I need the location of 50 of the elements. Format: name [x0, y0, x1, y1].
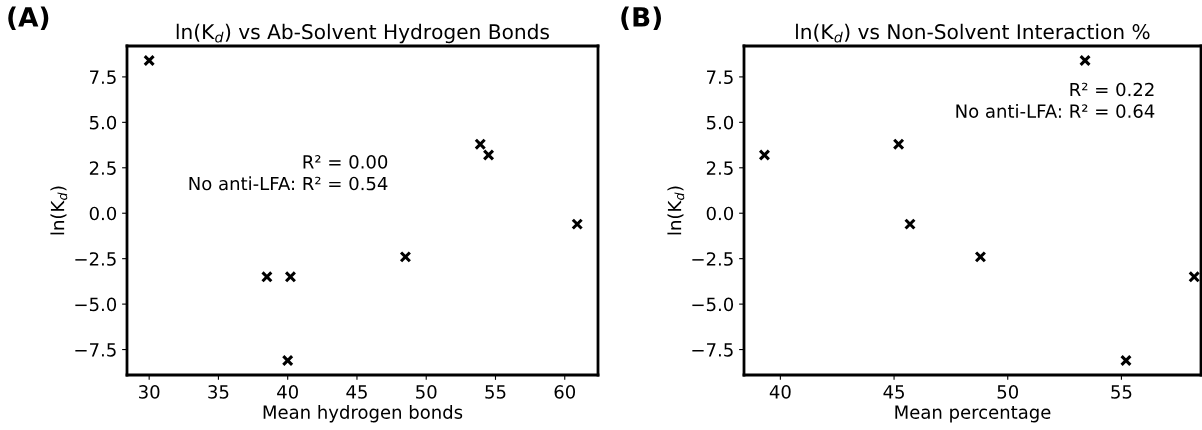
x-tick-label: 30	[139, 385, 160, 399]
text: (A)	[8, 6, 49, 30]
point	[281, 354, 294, 367]
y-axis-title: ln(K$_{d}$)	[50, 186, 68, 235]
x-tick-label: 45	[883, 385, 904, 399]
x-axis-title: Mean percentage	[895, 405, 1051, 423]
x-tick-label: 50	[416, 385, 437, 399]
x-axis-title: Mean hydrogen bonds	[263, 404, 463, 423]
y-tick-label: 5.0	[706, 115, 734, 130]
y-tick-label: −5.0	[692, 297, 734, 312]
point	[892, 138, 905, 151]
y-tick-label: 2.5	[89, 161, 116, 175]
y-tick-label: −7.5	[692, 343, 733, 357]
x-tick-label: 40	[769, 385, 791, 399]
y-tick-label: 7.5	[707, 70, 733, 85]
annotation: R² = 0.00 No anti-LFA: R² = 0.54	[189, 155, 388, 191]
y-tick-label: −2.5	[75, 252, 116, 266]
point	[482, 149, 495, 161]
y-tick-label: 5.0	[89, 115, 117, 130]
x-tick-label: 45	[346, 385, 367, 399]
x-tick-label: 55	[1111, 385, 1132, 399]
y-axis-title: ln(K$_{d}$)	[667, 186, 685, 235]
point	[758, 149, 771, 161]
y-tick-label: −5.0	[75, 297, 117, 312]
x-tick-label: 50	[997, 385, 1019, 399]
y-tick-label: 2.5	[706, 161, 733, 175]
point	[1120, 354, 1132, 367]
chart-title: ln(K$_{d}$) vs Ab-Solvent Hydrogen Bonds	[176, 23, 549, 44]
point	[143, 54, 156, 67]
point	[904, 218, 916, 231]
point	[260, 270, 273, 283]
point	[474, 138, 487, 151]
text: (B)	[621, 6, 661, 30]
point	[571, 218, 584, 231]
y-tick-label: 0.0	[89, 206, 117, 221]
point	[399, 250, 412, 263]
y-tick-label: 0.0	[706, 206, 734, 221]
point	[974, 250, 987, 263]
annotation: R² = 0.22 No anti-LFA: R² = 0.64	[956, 82, 1155, 118]
x-tick-label: 40	[277, 385, 298, 399]
point	[284, 270, 297, 283]
point	[1188, 270, 1201, 283]
chart-title: ln(K$_{d}$) vs Non-Solvent Interaction %	[796, 23, 1150, 43]
x-tick-label: 55	[485, 385, 506, 399]
y-tick-label: 7.5	[90, 70, 116, 85]
x-tick-label: 35	[208, 385, 229, 399]
y-tick-label: −2.5	[692, 252, 733, 266]
x-tick-label: 60	[554, 385, 576, 399]
point	[1079, 54, 1091, 67]
y-tick-label: −7.5	[75, 343, 116, 357]
